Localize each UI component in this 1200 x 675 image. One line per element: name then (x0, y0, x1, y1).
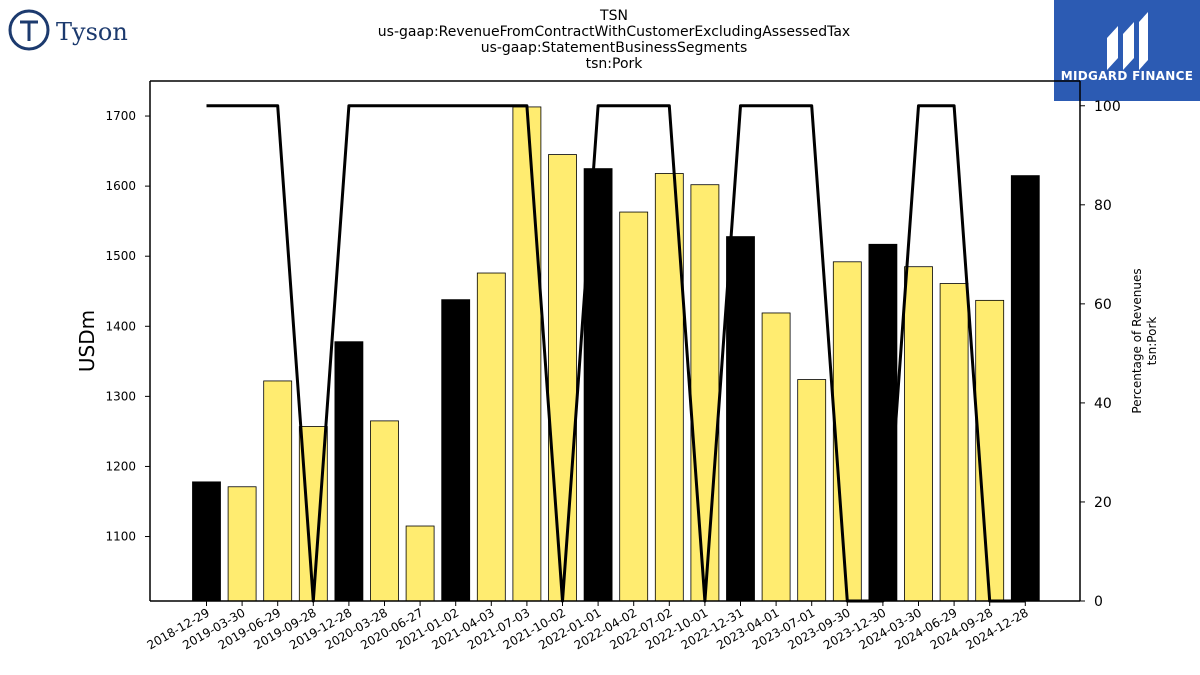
bar-2022-04-02 (619, 211, 649, 602)
title-line-3: us-gaap:StatementBusinessSegments (481, 40, 748, 56)
y-tick-label-1200: 1200 (105, 459, 136, 473)
midgard-logo: MIDGARD FINANCE (1054, 0, 1200, 101)
y-axis-label-left: USDm (75, 310, 99, 372)
bar-2023-12-30 (868, 243, 898, 602)
chart-title: TSN us-gaap:RevenueFromContractWithCusto… (378, 8, 850, 72)
y-tick-label-1600: 1600 (105, 179, 136, 193)
y-tick-label-1700: 1700 (105, 109, 136, 123)
plot-area: 1100 1200 1300 1400 1500 1600 1700 0 20 40 60 80 100… (105, 80, 1121, 652)
midgard-logo-text: MIDGARD FINANCE (1061, 69, 1193, 83)
bar-2021-07-03 (512, 106, 542, 602)
bar-2020-03-28 (370, 420, 399, 602)
percentage-line (206, 104, 1026, 603)
bar-2019-12-28 (334, 341, 364, 602)
y2-tick-label-40: 40 (1094, 396, 1112, 412)
y2-tick-label-20: 20 (1094, 495, 1112, 511)
bar-2021-04-03 (476, 272, 506, 602)
y2-tick-label-60: 60 (1094, 297, 1112, 313)
tyson-logo: Tyson (8, 9, 128, 51)
y-tick-label-1300: 1300 (105, 389, 136, 403)
y2-tick-label-100: 100 (1094, 99, 1121, 115)
tyson-emblem-icon (8, 9, 50, 51)
bar-2021-01-02 (441, 299, 471, 602)
bar-2020-06-27 (405, 525, 435, 602)
y2-tick-label-80: 80 (1094, 198, 1112, 214)
y-tick-label-1500: 1500 (105, 249, 136, 263)
bar-2019-03-30 (227, 486, 257, 602)
title-line-4: tsn:Pork (586, 56, 644, 72)
bar-2023-04-01 (761, 312, 791, 602)
y-tick-label-1100: 1100 (105, 530, 136, 544)
y-axis-label-right-line-1: Percentage of Revenues (1130, 268, 1144, 413)
bar-2023-09-30 (832, 261, 862, 602)
y2-tick-label-0: 0 (1094, 594, 1103, 610)
bar-2018-12-29 (192, 481, 221, 602)
y-axis-label-right-line-2: tsn:Pork (1145, 317, 1159, 366)
bar-2024-12-28 (1010, 175, 1040, 602)
bar-2019-06-29 (263, 380, 293, 602)
bar-2022-12-31 (726, 236, 755, 602)
y-tick-label-1400: 1400 (105, 319, 136, 333)
bar-2021-10-02 (548, 154, 577, 602)
bar-2022-10-01 (690, 184, 720, 602)
title-line-2: us-gaap:RevenueFromContractWithCustomerE… (378, 24, 850, 40)
tyson-logo-text: Tyson (56, 18, 128, 46)
bar-2024-03-30 (904, 266, 933, 602)
bar-2023-07-01 (797, 379, 827, 602)
midgard-emblem-icon (1107, 12, 1148, 70)
title-line-1: TSN (599, 8, 628, 24)
bar-2024-06-29 (939, 283, 969, 602)
